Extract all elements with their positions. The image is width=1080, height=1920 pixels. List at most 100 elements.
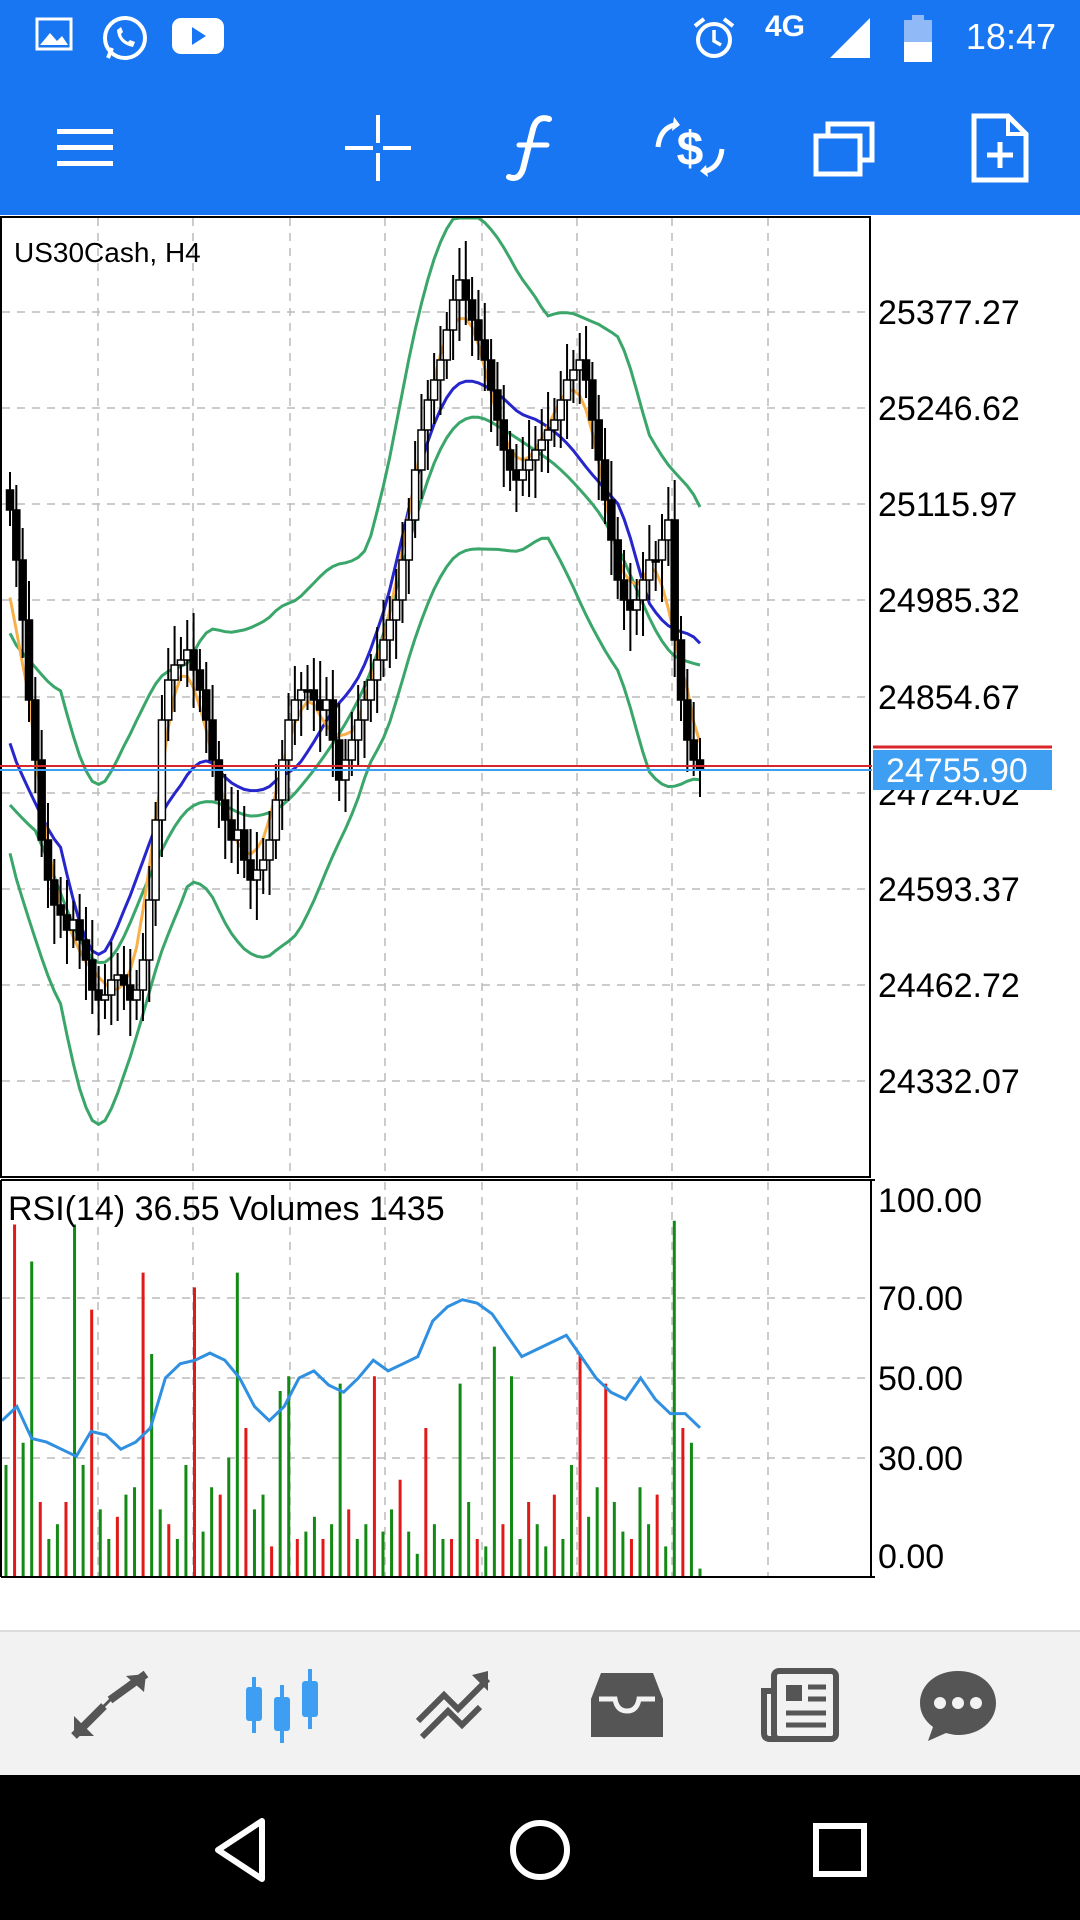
candle-body (461, 279, 471, 301)
news-icon[interactable] (755, 1660, 845, 1750)
candle-body (201, 689, 211, 721)
candle-body (588, 379, 597, 421)
trade-icon[interactable]: $ (645, 103, 735, 193)
indicators-icon[interactable] (488, 103, 578, 193)
chart-area[interactable]: 25377.27 25246.62 25115.97 24985.32 24854.67… (0, 215, 1080, 1622)
battery-icon (902, 14, 934, 69)
candle-body (613, 539, 622, 581)
new-order-icon[interactable] (955, 103, 1045, 193)
indicator-axis-label: 100.00 (878, 1182, 982, 1220)
back-icon[interactable] (195, 1805, 285, 1895)
candle-body (164, 679, 173, 721)
gallery-icon (34, 14, 74, 59)
bollinger-middle (8, 415, 701, 965)
bollinger-upper (8, 216, 702, 787)
candle-body (31, 699, 40, 761)
candle-body (50, 879, 59, 906)
candle-body (176, 659, 186, 666)
candle-body (569, 369, 578, 381)
candle-body (195, 669, 205, 691)
candle-body (638, 579, 648, 601)
candle-body (220, 799, 230, 821)
candle-body (486, 359, 496, 391)
current-price: 24755.90 (886, 752, 1028, 790)
current-price-tag (873, 750, 1052, 790)
trade-nav-icon[interactable] (409, 1660, 499, 1750)
candle-body (284, 719, 293, 761)
status-bar: 4G 18:47 (0, 0, 1080, 75)
candle-body (56, 904, 65, 916)
candle-body (81, 939, 91, 961)
candle-body (258, 859, 268, 871)
main-chart-border (0, 216, 871, 1178)
home-icon[interactable] (495, 1805, 585, 1895)
candle-body (423, 399, 433, 431)
candle-body (360, 699, 369, 721)
price-axis-label: 24462.72 (878, 967, 1020, 1005)
time-axis-label: 1 Mar 08:00 (2, 1584, 183, 1585)
candle-body (189, 649, 198, 671)
candle-body (442, 329, 452, 361)
candle-body (328, 699, 338, 741)
history-icon[interactable] (582, 1660, 672, 1750)
candle-body (480, 339, 490, 361)
candle-body (12, 509, 21, 561)
candle-body (474, 319, 483, 341)
candle-body (410, 469, 420, 521)
indicator-axis-label: 70.00 (878, 1280, 963, 1318)
candle-body (398, 559, 407, 601)
messages-icon[interactable] (913, 1660, 1003, 1750)
chart-icon[interactable] (237, 1660, 327, 1750)
chart-canvas[interactable]: 25377.27 25246.62 25115.97 24985.32 24854.67… (0, 215, 1080, 1622)
moving-average-slow (8, 379, 702, 957)
candle-body (429, 379, 439, 401)
candle-body (214, 759, 224, 801)
crosshair-icon[interactable] (333, 103, 423, 193)
candle-body (366, 679, 376, 701)
price-axis-label: 25246.62 (878, 390, 1020, 428)
quotes-icon[interactable] (65, 1660, 155, 1750)
indicator-label: RSI(14) 36.55 Volumes 1435 (8, 1190, 445, 1228)
candle-body (347, 739, 357, 761)
candle-body (208, 719, 217, 761)
candle-body (417, 429, 426, 471)
candle-body (499, 419, 509, 451)
candle-body (18, 559, 27, 621)
candle-body (689, 739, 698, 761)
candle-body (562, 379, 572, 401)
candle-body (309, 689, 319, 701)
volume-bars (4, 1220, 702, 1576)
menu-icon[interactable] (40, 103, 130, 193)
indicator-axis-label: 0.00 (878, 1538, 944, 1576)
price-axis-label: 24332.07 (878, 1063, 1020, 1101)
candle-body (170, 664, 179, 681)
candle-body (619, 579, 629, 601)
time-axis-label: 13 Mar 08:00 (578, 1584, 778, 1585)
price-axis-label: 25377.27 (878, 294, 1020, 332)
candle-body (581, 359, 591, 381)
bollinger-lower (8, 536, 701, 1127)
candle-body (543, 429, 553, 441)
candle-body (436, 359, 445, 381)
candle-body (670, 519, 679, 641)
candle-body (37, 759, 46, 841)
price-axis-label: 25115.97 (878, 486, 1017, 524)
candle-body (43, 839, 53, 881)
candle-body (651, 559, 660, 563)
candle-body (657, 539, 667, 561)
candle-body (448, 299, 458, 331)
candle-body (600, 459, 610, 501)
candle-body (239, 829, 249, 861)
symbol-label: US30Cash, H4 (14, 237, 201, 268)
candle-body (290, 699, 300, 721)
recents-icon[interactable] (795, 1805, 885, 1895)
candle-body (391, 599, 401, 621)
candle-body (467, 299, 477, 321)
bottom-nav (0, 1630, 1080, 1777)
price-axis-label: 24593.37 (878, 871, 1020, 909)
candle-body (296, 689, 306, 701)
candle-body (632, 599, 641, 611)
candle-body (531, 449, 540, 461)
candle-body (100, 994, 110, 1001)
windows-icon[interactable] (800, 103, 890, 193)
